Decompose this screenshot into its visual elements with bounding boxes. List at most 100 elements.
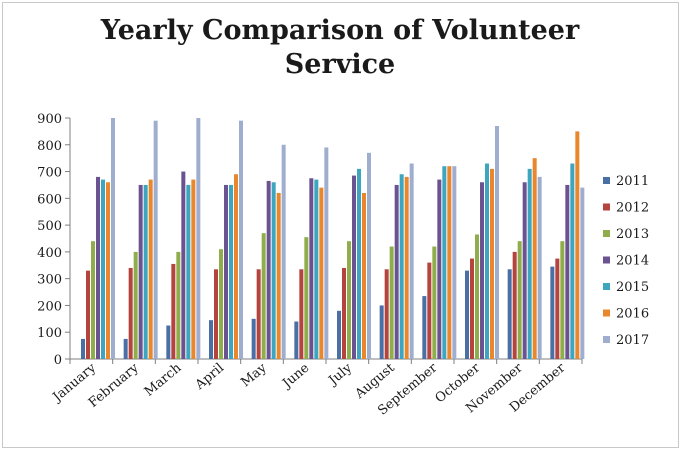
bar-october-2011: [465, 270, 469, 359]
legend-label-2011: 2011: [616, 174, 649, 189]
bar-july-2014: [352, 175, 356, 359]
y-tick-label-200: 200: [37, 299, 62, 314]
bar-june-2017: [324, 147, 329, 359]
bar-february-2013: [133, 251, 138, 359]
bar-march-2013: [176, 251, 181, 359]
bar-january-2015: [101, 179, 105, 359]
bar-april-2017: [239, 120, 243, 359]
legend-swatch-2016: [603, 309, 610, 317]
bar-december-2017: [580, 187, 585, 359]
bar-april-2012: [214, 269, 218, 359]
bar-february-2014: [138, 184, 143, 359]
bar-march-2014: [181, 171, 186, 359]
bar-august-2012: [384, 269, 389, 359]
bar-may-2012: [256, 269, 261, 359]
bar-february-2012: [128, 267, 133, 359]
y-tick-label-800: 800: [37, 139, 62, 154]
bar-august-2014: [394, 184, 399, 359]
bar-september-2017: [452, 166, 457, 359]
bar-january-2012: [86, 270, 90, 359]
bar-june-2015: [314, 179, 319, 359]
bar-december-2012: [555, 258, 560, 359]
y-tick-label-300: 300: [37, 273, 62, 288]
bar-november-2012: [512, 251, 517, 359]
bar-august-2013: [389, 246, 394, 359]
legend-swatch-2011: [603, 177, 610, 184]
bar-september-2014: [437, 179, 442, 359]
bar-november-2013: [517, 241, 522, 359]
y-tick-label-700: 700: [37, 166, 62, 181]
bar-november-2015: [527, 168, 532, 359]
x-tick-label-april: April: [192, 361, 227, 394]
bar-january-2013: [91, 241, 95, 359]
bar-november-2014: [522, 182, 527, 359]
bar-october-2016: [490, 168, 494, 359]
y-tick-label-400: 400: [37, 246, 62, 261]
bar-may-2013: [261, 233, 266, 359]
bar-may-2015: [271, 182, 276, 359]
y-tick-label-100: 100: [37, 326, 62, 341]
bar-april-2011: [209, 320, 213, 359]
bar-october-2013: [475, 234, 479, 359]
bar-january-2011: [81, 338, 85, 359]
bar-june-2016: [319, 187, 324, 359]
x-tick-label-july: July: [325, 360, 356, 389]
bar-december-2014: [565, 184, 570, 359]
legend-swatch-2013: [603, 230, 610, 237]
x-tick-label-may: May: [238, 360, 270, 390]
bar-june-2011: [294, 321, 299, 359]
bar-november-2011: [507, 269, 512, 359]
bar-may-2011: [251, 318, 256, 359]
bar-january-2016: [106, 182, 110, 359]
bar-june-2014: [309, 178, 314, 359]
legend-swatch-2012: [603, 203, 610, 211]
legend-swatch-2014: [603, 256, 610, 264]
bar-august-2017: [409, 163, 414, 359]
bar-december-2011: [550, 266, 555, 359]
bar-july-2013: [347, 241, 351, 359]
bar-may-2016: [276, 192, 281, 359]
bar-october-2017: [495, 126, 499, 360]
bar-july-2015: [357, 168, 361, 359]
y-tick-label-0: 0: [54, 353, 62, 368]
bar-august-2015: [399, 174, 404, 359]
bar-july-2012: [342, 267, 346, 359]
bar-september-2011: [422, 296, 427, 359]
bar-march-2017: [196, 118, 201, 359]
bar-january-2017: [111, 118, 115, 359]
bar-april-2015: [229, 184, 233, 359]
bar-september-2013: [432, 246, 437, 359]
bar-march-2011: [166, 325, 171, 359]
y-tick-label-500: 500: [37, 219, 62, 234]
bar-july-2011: [337, 310, 341, 359]
bar-september-2016: [447, 166, 452, 359]
bar-march-2016: [191, 179, 196, 359]
bar-november-2017: [537, 176, 542, 359]
bar-june-2013: [304, 237, 309, 359]
bar-july-2016: [362, 192, 366, 359]
bar-december-2015: [570, 163, 575, 359]
bar-june-2012: [299, 269, 304, 359]
bar-august-2016: [404, 176, 409, 359]
bar-october-2014: [480, 182, 484, 359]
bar-september-2015: [442, 166, 447, 359]
bar-april-2014: [224, 184, 228, 359]
x-tick-label-june: June: [278, 360, 312, 392]
chart-title: Yearly Comparison of Volunteer Service: [100, 15, 580, 80]
legend-label-2017: 2017: [616, 333, 649, 348]
bar-april-2013: [219, 249, 223, 359]
bar-february-2016: [148, 179, 153, 359]
bar-march-2015: [186, 184, 191, 359]
bar-september-2012: [427, 262, 432, 359]
bar-october-2015: [485, 163, 489, 359]
bar-july-2017: [367, 152, 371, 359]
legend-label-2013: 2013: [616, 227, 649, 242]
legend-label-2015: 2015: [616, 280, 649, 295]
bar-january-2014: [96, 176, 100, 359]
bar-march-2012: [171, 263, 176, 359]
bar-december-2013: [560, 241, 565, 359]
bar-may-2014: [266, 180, 271, 359]
legend-swatch-2017: [603, 336, 610, 343]
bar-december-2016: [575, 131, 580, 359]
